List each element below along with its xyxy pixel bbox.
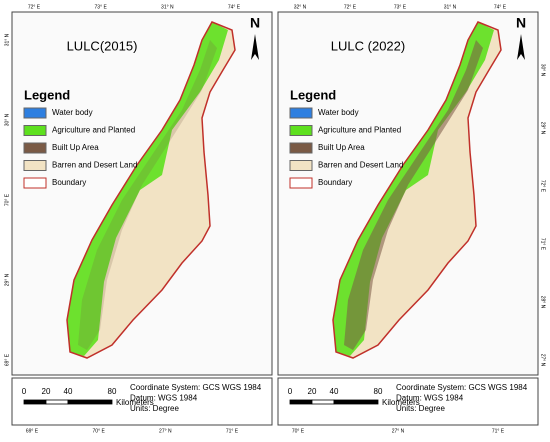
scale-tick-label: 40 (330, 387, 339, 396)
edge-label: 71° E (492, 428, 505, 434)
edge-label: 74° E (228, 4, 241, 10)
legend-swatch (23, 125, 47, 136)
legend-label: Boundary (52, 178, 86, 187)
edge-label: 73° E (394, 4, 407, 10)
scale-bar-segment (23, 399, 47, 405)
panel-title: LULC(2015) (67, 38, 138, 53)
edge-label: 69° E (4, 353, 10, 366)
edge-label: 28° N (540, 296, 546, 309)
legend-swatch (289, 107, 313, 119)
coordinate-info: Coordinate System: GCS WGS 1984 (130, 383, 262, 392)
scale-unit: Kilometers (382, 398, 420, 407)
edge-label: 71° E (540, 238, 546, 251)
legend-swatch (289, 142, 313, 154)
edge-label: 70° E (93, 428, 106, 434)
region-boundary (66, 21, 236, 359)
edge-label: 32° N (294, 4, 307, 10)
scale-tick-label: 40 (64, 387, 73, 396)
north-label: N (516, 15, 526, 31)
legend-label: Agriculture and Planted (318, 126, 401, 135)
legend-label: Built Up Area (52, 143, 99, 152)
scale-tick-label: 80 (108, 387, 117, 396)
legend-label: Built Up Area (318, 143, 365, 152)
edge-label: 72° E (28, 4, 41, 10)
scale-tick-label: 0 (22, 387, 27, 396)
legend-label: Barren and Desert Land (318, 161, 403, 170)
region-barren (333, 22, 501, 358)
legend-swatch (23, 142, 47, 154)
edge-label: 29° N (4, 273, 10, 286)
scale-tick-label: 0 (288, 387, 293, 396)
scale-tick-label: 20 (42, 387, 51, 396)
coordinate-info: Datum: WGS 1984 (130, 394, 198, 403)
legend-swatch (289, 125, 313, 136)
edge-label: 30° N (540, 64, 546, 77)
coordinate-info: Units: Degree (130, 404, 179, 413)
edge-label: 27° N (159, 428, 172, 434)
coordinate-info: Units: Degree (396, 404, 445, 413)
region-barren (67, 22, 235, 358)
region-built-up (344, 40, 483, 350)
legend-label: Agriculture and Planted (52, 126, 135, 135)
edge-label: 29° N (540, 122, 546, 135)
north-arrow (251, 34, 259, 60)
scale-bar-segment (311, 399, 335, 405)
legend-label: Barren and Desert Land (52, 161, 137, 170)
edge-label: 27° N (540, 354, 546, 367)
panel-title: LULC (2022) (331, 38, 405, 53)
legend-label: Water body (318, 108, 359, 117)
edge-label: 70° E (4, 193, 10, 206)
edge-label: 71° E (226, 428, 239, 434)
edge-label: 69° E (26, 428, 39, 434)
edge-label: 70° E (292, 428, 305, 434)
edge-label: 72° E (540, 180, 546, 193)
coordinate-info: Datum: WGS 1984 (396, 394, 464, 403)
region-built-up (78, 40, 217, 350)
legend-title: Legend (24, 87, 70, 102)
coordinate-info: Coordinate System: GCS WGS 1984 (396, 383, 528, 392)
edge-label: 27° N (392, 428, 405, 434)
scale-bar-segment (67, 399, 113, 405)
scale-bar-segment (333, 399, 379, 405)
scale-bar-segment (45, 399, 69, 405)
edge-label: 31° N (444, 4, 457, 10)
north-label: N (250, 15, 260, 31)
edge-label: 31° N (4, 33, 10, 46)
edge-label: 31° N (161, 4, 174, 10)
edge-label: 74° E (494, 4, 507, 10)
legend-swatch (289, 160, 313, 171)
edge-label: 73° E (95, 4, 108, 10)
scale-tick-label: 20 (308, 387, 317, 396)
region-agriculture (67, 22, 228, 356)
legend-label: Water body (52, 108, 93, 117)
legend-swatch (23, 160, 47, 171)
edge-label: 30° N (4, 113, 10, 126)
legend-swatch (289, 177, 313, 189)
legend-label: Boundary (318, 178, 352, 187)
region-boundary (332, 21, 502, 359)
scale-unit: Kilometers (116, 398, 154, 407)
edge-label: 72° E (344, 4, 357, 10)
map-panel: LULC (2022) N Legend Water body Agriculture … (277, 4, 546, 434)
legend-swatch (23, 177, 47, 189)
map-panel: LULC(2015) N Legend Water body Agriculture a… (4, 4, 273, 434)
scale-tick-label: 80 (374, 387, 383, 396)
legend-swatch (23, 107, 47, 119)
legend-title: Legend (290, 87, 336, 102)
north-arrow (517, 34, 525, 60)
scale-bar-segment (289, 399, 313, 405)
